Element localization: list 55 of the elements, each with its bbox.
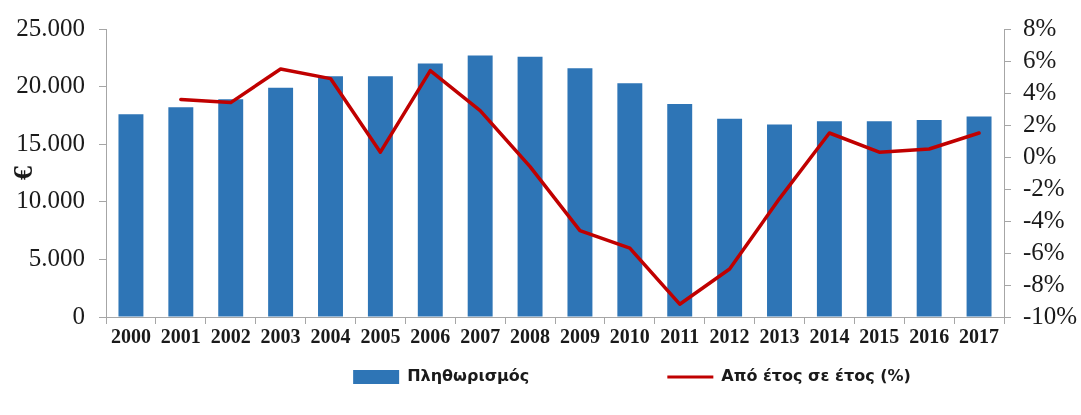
x-tick-label: 2011: [660, 325, 700, 348]
legend-label: Από έτος σε έτος (%): [721, 366, 911, 386]
y2-tick-label: -2%: [1023, 173, 1065, 201]
bar: [916, 120, 942, 317]
x-tick-label: 2017: [959, 325, 1000, 348]
bar: [966, 116, 992, 317]
y2-tick-label: -6%: [1023, 237, 1065, 265]
x-tick-label: 2016: [909, 325, 950, 348]
y-tick-label: 0: [72, 301, 85, 329]
bar: [866, 121, 892, 317]
x-tick-label: 2015: [859, 325, 900, 348]
bar: [767, 124, 792, 317]
x-tick-label: 2007: [460, 325, 501, 348]
x-tick-label: 2000: [110, 325, 151, 348]
y2-tick-label: 2%: [1023, 109, 1057, 137]
x-tick-label: 2004: [310, 325, 351, 348]
bar: [816, 121, 842, 317]
x-tick-label: 2001: [160, 325, 201, 348]
x-tick-label: 2003: [260, 325, 301, 348]
bar: [667, 103, 693, 317]
bar: [168, 107, 194, 317]
y2-tick-label: -4%: [1023, 205, 1065, 233]
x-tick-label: 2002: [210, 325, 251, 348]
legend-label: Πληθωρισμός: [407, 366, 530, 386]
bar: [517, 56, 543, 317]
bar: [218, 99, 244, 317]
y-tick-label: 5.000: [28, 243, 85, 271]
bar: [467, 55, 493, 317]
y2-tick-label: 0%: [1023, 141, 1057, 169]
x-tick-label: 2010: [609, 325, 650, 348]
bar: [567, 68, 593, 317]
bar: [268, 87, 294, 317]
x-tick-label: 2009: [559, 325, 600, 348]
y2-tick-label: 6%: [1023, 45, 1057, 73]
y-tick-label: 25.000: [16, 13, 85, 41]
y-tick-label: 20.000: [16, 71, 85, 99]
x-tick-label: 2014: [809, 325, 850, 348]
y-tick-label: 15.000: [16, 128, 85, 156]
bar: [717, 118, 743, 317]
y2-tick-label: 4%: [1023, 77, 1057, 105]
bar: [118, 114, 144, 317]
x-tick-label: 2012: [709, 325, 750, 348]
x-tick-label: 2006: [410, 325, 451, 348]
bar: [617, 83, 643, 317]
y2-tick-label: -10%: [1023, 301, 1078, 329]
y2-tick-label: -8%: [1023, 269, 1065, 297]
x-tick-label: 2013: [759, 325, 800, 348]
y-tick-label: 10.000: [16, 186, 85, 214]
y-axis-title: €: [7, 166, 39, 180]
x-tick-label: 2005: [360, 325, 401, 348]
y2-tick-label: 8%: [1023, 13, 1057, 41]
bar: [318, 76, 343, 317]
x-tick-label: 2008: [510, 325, 551, 348]
bar: [367, 76, 393, 317]
bar: [417, 63, 443, 317]
